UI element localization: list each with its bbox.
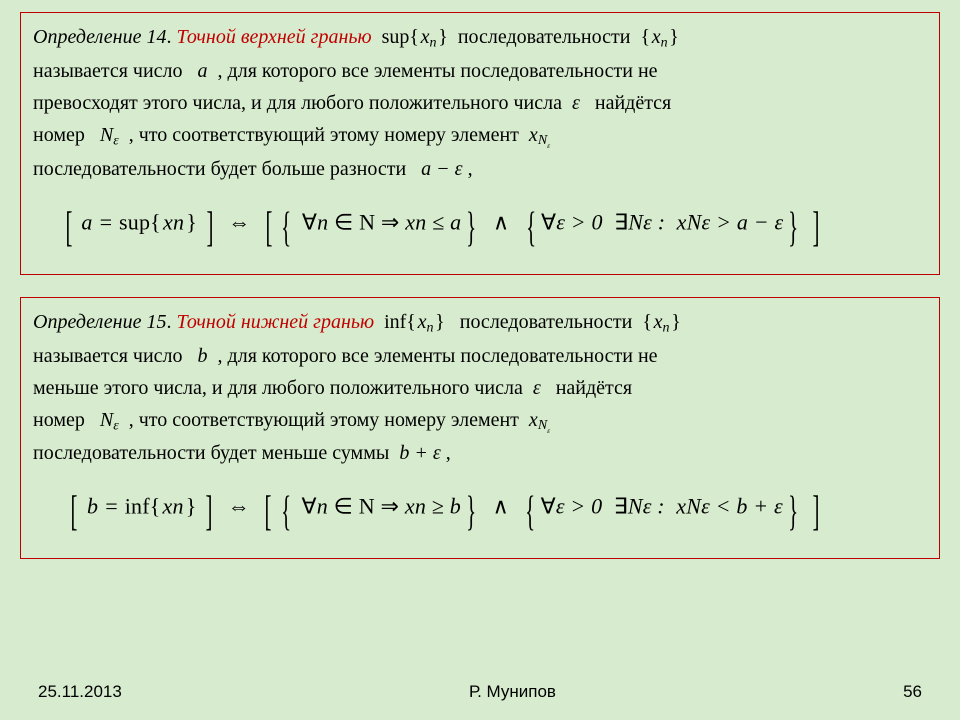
bound-a: a (198, 60, 208, 82)
def14-l1-tail: последовательности (458, 26, 631, 48)
def15-l4-mid: , что соответствующий этому номеру элеме… (129, 409, 519, 431)
def15-number: Определение 15 (33, 311, 166, 333)
definition-15-box: Определение 15. Точной нижней гранью inf… (20, 297, 940, 560)
def14-l3-tail: найдётся (595, 92, 671, 114)
seq-xn-icon: { xn } (642, 311, 680, 333)
def14-number: Определение 14 (33, 26, 166, 48)
def15-l2-head: называется число (33, 345, 183, 367)
def14-l5: последовательности будет больше разности (33, 158, 406, 180)
eps-sym: ε (572, 92, 580, 114)
x-Neps: xNε (529, 124, 550, 146)
eps-sym: ε (533, 377, 541, 399)
N-eps: Nε (100, 409, 119, 431)
seq-xn-icon: { xn } (640, 26, 678, 48)
x-Neps: xNε (529, 409, 550, 431)
sup-xn: sup{ xn } (382, 26, 448, 48)
slide-footer: 25.11.2013 Р. Мунипов 56 (0, 682, 960, 702)
def15-l3: меньше этого числа, и для любого положит… (33, 377, 523, 399)
def14-l4-head: номер (33, 124, 85, 146)
def15-body: Определение 15. Точной нижней гранью inf… (33, 306, 927, 470)
def14-l2-tail: , для которого все элементы последовател… (218, 60, 658, 82)
def15-l5: последовательности будет меньше суммы (33, 442, 389, 464)
def14-body: Определение 14. Точной верхней гранью su… (33, 21, 927, 185)
footer-author: Р. Мунипов (469, 682, 556, 702)
def14-l3: превосходят этого числа, и для любого по… (33, 92, 562, 114)
a-minus-eps: a − ε (421, 158, 462, 180)
N-eps: Nε (100, 124, 119, 146)
bound-b: b (198, 345, 208, 367)
def14-formula: [ a = sup{ xn } ] ⇔ [{ ∀n ∈ N ⇒ xn ≤ a} … (33, 195, 927, 262)
def14-l2-head: называется число (33, 60, 183, 82)
inf-xn: inf{ xn } (384, 311, 445, 333)
def15-l1-tail: последовательности (460, 311, 633, 333)
def15-l4-head: номер (33, 409, 85, 431)
def15-title: Точной нижней гранью (176, 311, 374, 333)
definition-14-box: Определение 14. Точной верхней гранью su… (20, 12, 940, 275)
def15-l2-tail: , для которого все элементы последовател… (218, 345, 658, 367)
def14-l4-mid: , что соответствующий этому номеру элеме… (129, 124, 519, 146)
footer-page: 56 (903, 682, 922, 702)
b-plus-eps: b + ε (399, 442, 440, 464)
def15-formula: [ b = inf{ xn } ] ⇔ [{ ∀n ∈ N ⇒ xn ≥ b} … (33, 479, 927, 546)
footer-date: 25.11.2013 (38, 682, 122, 702)
def14-title: Точной верхней гранью (176, 26, 371, 48)
def15-l3-tail: найдётся (556, 377, 632, 399)
